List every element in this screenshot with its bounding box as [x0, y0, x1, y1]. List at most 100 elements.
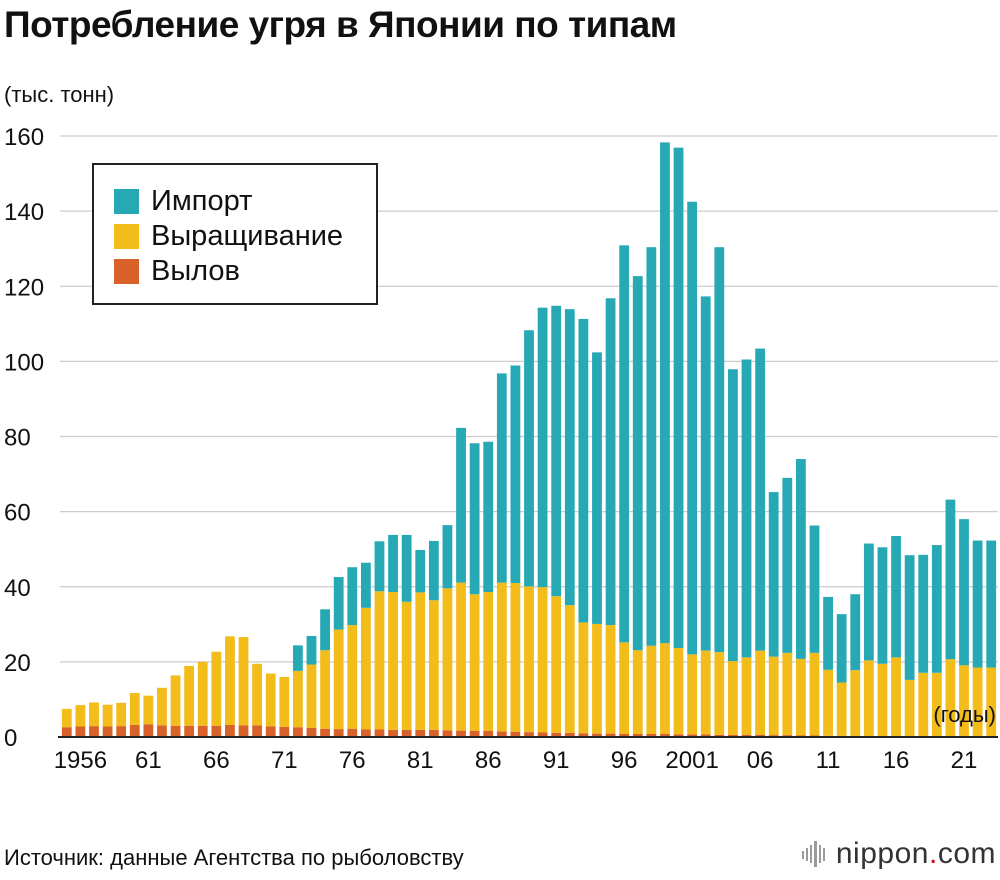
bar-catch-1974: [320, 728, 330, 737]
bar-catch-1960: [129, 724, 140, 737]
bar-catch-1971: [279, 726, 290, 737]
chart-legend: Импорт Выращивание Вылов: [92, 163, 378, 305]
bar-catch-2004: [728, 734, 738, 737]
bar-catch-1965: [197, 725, 208, 737]
bar-import-1983: [442, 525, 453, 589]
bar-farming-1971: [279, 676, 290, 727]
bar-catch-1981: [415, 729, 426, 737]
bar-catch-1991: [551, 732, 562, 737]
bar-catch-1999: [660, 734, 670, 737]
bar-import-1977: [360, 562, 371, 608]
bar-farming-2008: [782, 652, 793, 736]
brand-logo[interactable]: nippon. com: [801, 837, 996, 871]
x-tick-label: 1956: [54, 747, 107, 774]
bar-farming-1986: [483, 592, 494, 731]
bar-farming-1989: [524, 586, 534, 733]
bar-farming-1994: [592, 623, 602, 734]
bar-import-1982: [428, 540, 439, 601]
bar-import-1992: [564, 309, 575, 606]
bar-import-2019: [931, 545, 942, 673]
bar-catch-1992: [564, 732, 575, 737]
y-tick-label: 100: [4, 349, 44, 376]
bar-import-1976: [347, 567, 358, 626]
bar-catch-1996: [619, 734, 630, 737]
bar-farming-1966: [211, 651, 222, 726]
y-tick-label: 160: [4, 124, 44, 151]
y-tick-label: 80: [4, 425, 31, 452]
bar-catch-1993: [578, 733, 589, 737]
bar-catch-1980: [401, 729, 412, 737]
bar-catch-1963: [170, 725, 181, 737]
legend-swatch-farming: [114, 223, 139, 249]
bar-catch-1995: [605, 733, 616, 737]
bar-import-2006: [755, 348, 765, 651]
legend-item-catch: Вылов: [114, 255, 240, 287]
y-tick-label: 120: [4, 274, 44, 301]
bar-farming-2002: [700, 650, 711, 735]
x-tick-label: 76: [339, 747, 366, 774]
x-tick-label: 11: [816, 747, 841, 774]
bar-farming-2013: [850, 670, 861, 737]
bar-farming-1982: [428, 600, 439, 730]
bar-catch-1972: [293, 727, 303, 737]
y-tick-label: 140: [4, 199, 44, 226]
bar-import-2005: [741, 359, 752, 658]
brand-name: nippon: [835, 837, 929, 870]
bar-import-2012: [836, 614, 847, 683]
x-tick-label: 21: [951, 747, 978, 774]
bar-catch-1997: [632, 734, 643, 737]
bar-farming-1985: [469, 594, 480, 731]
bar-farming-1992: [564, 605, 575, 733]
bar-farming-1963: [170, 675, 181, 726]
bar-farming-2012: [836, 682, 847, 736]
bar-farming-1988: [510, 582, 521, 732]
bar-farming-1981: [415, 592, 426, 730]
x-tick-label: 16: [883, 747, 910, 774]
bar-farming-1970: [265, 673, 276, 727]
bar-catch-1964: [184, 725, 195, 737]
legend-item-farming: Выращивание: [114, 220, 343, 252]
bar-farming-1977: [360, 607, 371, 730]
y-axis-unit-label: (тыс. тонн): [4, 82, 115, 107]
bar-farming-1974: [320, 650, 330, 729]
bar-farming-1958: [102, 704, 113, 727]
bar-farming-1984: [456, 582, 466, 731]
bar-import-1999: [660, 142, 670, 644]
bar-catch-1985: [469, 730, 480, 737]
bar-catch-1979: [388, 729, 398, 737]
bar-import-1993: [578, 318, 589, 623]
bar-farming-1972: [293, 670, 303, 728]
bar-farming-1957: [89, 702, 99, 727]
legend-label-farming: Выращивание: [151, 219, 344, 252]
chart-title: Потребление угря в Японии по типам: [4, 4, 677, 45]
bar-farming-1999: [660, 643, 670, 734]
bar-farming-2007: [768, 656, 779, 736]
bar-farming-1962: [157, 687, 167, 726]
bar-import-1986: [483, 441, 494, 593]
bar-catch-1961: [143, 724, 154, 737]
bar-catch-1966: [211, 725, 222, 737]
bar-farming-1983: [442, 588, 453, 731]
bar-farming-1960: [129, 693, 140, 725]
bar-catch-1967: [225, 724, 235, 737]
bar-farming-1956: [75, 705, 86, 727]
bar-farming-2017: [904, 679, 915, 737]
bar-import-2022: [972, 540, 983, 668]
bar-farming-2021: [959, 665, 969, 737]
bar-farming-2015: [877, 663, 888, 737]
y-tick-label: 0: [4, 725, 17, 752]
bar-import-2011: [823, 596, 833, 670]
bar-farming-1969: [252, 663, 263, 726]
bar-catch-1986: [483, 730, 494, 737]
bar-farming-2009: [795, 658, 806, 736]
brand-tld: com: [937, 837, 996, 870]
bar-farming-1996: [619, 642, 630, 734]
x-tick-label: 71: [271, 747, 298, 774]
bar-catch-1973: [306, 727, 317, 737]
bar-catch-1959: [116, 726, 127, 737]
bar-catch-1978: [374, 729, 385, 737]
bar-import-2010: [809, 525, 820, 653]
x-tick-label: 06: [747, 747, 774, 774]
legend-item-import: Импорт: [114, 185, 252, 217]
bar-import-1978: [374, 541, 385, 592]
